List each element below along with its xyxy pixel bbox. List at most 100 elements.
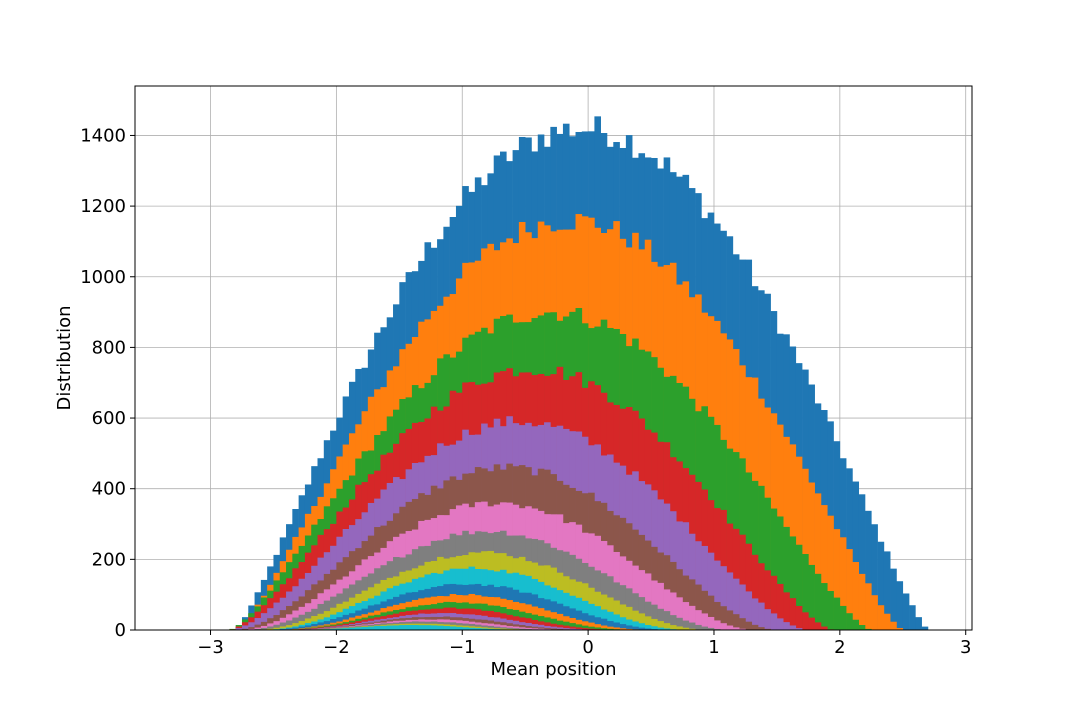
histogram-bar: [707, 552, 715, 630]
histogram-bar: [669, 625, 677, 630]
histogram-bar: [537, 627, 545, 630]
histogram-bar: [518, 627, 526, 630]
histogram-bar: [739, 584, 746, 630]
histogram-bar: [883, 613, 891, 630]
histogram-bar: [600, 618, 608, 630]
histogram-bar: [600, 628, 608, 630]
histogram-bar: [720, 606, 727, 630]
histogram-bar: [713, 620, 721, 630]
histogram-bar: [865, 628, 872, 630]
histogram-bar: [644, 625, 652, 630]
histogram-bar: [575, 624, 583, 630]
histogram-bar: [657, 621, 664, 630]
histogram-bar: [619, 617, 627, 630]
histogram-bar: [770, 613, 778, 630]
histogram-bar: [758, 602, 765, 630]
histogram-bar: [638, 623, 646, 630]
histogram-bar: [726, 572, 734, 630]
histogram-bar: [814, 622, 822, 630]
histogram-bar: [820, 505, 828, 630]
histogram-bar: [896, 628, 904, 630]
histogram-bar: [732, 614, 740, 630]
histogram-bar: [254, 628, 262, 630]
histogram-bar: [764, 497, 771, 630]
histogram-bar: [676, 597, 683, 630]
histogram-bar: [776, 516, 784, 630]
histogram-bar: [644, 601, 652, 630]
histogram-bar: [669, 615, 677, 630]
histogram-bar: [518, 628, 526, 630]
histogram-bar: [739, 628, 746, 630]
y-tick-label: 400: [92, 479, 126, 500]
histogram-bars: [229, 116, 929, 630]
histogram-bar: [632, 626, 639, 630]
histogram-bar: [676, 617, 683, 630]
histogram-bar: [713, 560, 721, 630]
histogram-bar: [896, 581, 904, 630]
histogram-bar: [902, 593, 910, 630]
histogram-bar: [871, 524, 878, 630]
histogram-bar: [544, 628, 551, 630]
histogram-bar: [286, 628, 293, 630]
histogram-bar: [726, 610, 734, 630]
histogram-bar: [613, 627, 620, 630]
histogram-bar: [569, 628, 576, 630]
histogram-bar: [865, 510, 872, 630]
histogram-bar: [606, 628, 614, 630]
histogram-bar: [713, 601, 721, 630]
histogram-bar: [877, 541, 885, 630]
histogram-bar: [298, 626, 306, 630]
histogram-bar: [676, 626, 683, 630]
histogram-bar: [751, 598, 759, 630]
histogram-bar: [556, 628, 564, 630]
histogram-bar: [695, 584, 702, 630]
histogram-bar: [386, 625, 394, 630]
histogram-bar: [613, 622, 620, 630]
x-axis-ticks: −3 −2 −1 0 1 2 3: [197, 630, 971, 658]
histogram-bar: [651, 604, 658, 630]
histogram-bar: [550, 628, 557, 630]
histogram-bar: [758, 563, 765, 630]
histogram-bar: [619, 628, 627, 630]
histogram-bar: [594, 627, 601, 630]
histogram-bar: [802, 612, 809, 630]
y-tick-label: 800: [92, 337, 126, 358]
histogram-bar: [273, 627, 281, 630]
histogram-bar: [732, 578, 740, 630]
histogram-bar: [820, 626, 828, 630]
histogram-bar: [808, 482, 815, 630]
histogram-bar: [443, 626, 450, 630]
histogram-bar: [776, 583, 784, 630]
histogram-bar: [739, 534, 746, 630]
histogram-bar: [789, 625, 797, 630]
histogram-bar: [260, 613, 268, 630]
histogram-bar: [260, 621, 268, 630]
histogram-bar: [858, 625, 866, 630]
histogram-bar: [506, 627, 513, 630]
histogram-bar: [260, 627, 268, 630]
x-tick-label: 0: [582, 637, 593, 658]
histogram-bar: [273, 624, 281, 630]
histogram-bar: [279, 626, 287, 630]
histogram-bar: [827, 515, 834, 630]
histogram-bar: [493, 628, 501, 630]
histogram-bar: [764, 570, 771, 630]
histogram-bar: [569, 623, 576, 630]
histogram-bar: [525, 627, 532, 630]
histogram-bar: [367, 626, 375, 630]
histogram-bar: [663, 628, 671, 630]
y-tick-label: 1400: [80, 125, 126, 146]
y-tick-label: 0: [115, 620, 126, 641]
histogram-bar: [890, 568, 897, 630]
histogram-bar: [795, 456, 803, 630]
histogram-bar: [405, 625, 413, 630]
histogram-bar: [783, 592, 790, 630]
histogram-bar: [336, 628, 343, 630]
y-tick-label: 200: [92, 549, 126, 570]
histogram-bar: [531, 628, 539, 630]
histogram-bar: [833, 597, 841, 630]
histogram-bar: [814, 573, 822, 630]
histogram-bar: [858, 494, 866, 630]
histogram-bar: [883, 551, 891, 630]
histogram-bar: [399, 625, 406, 630]
